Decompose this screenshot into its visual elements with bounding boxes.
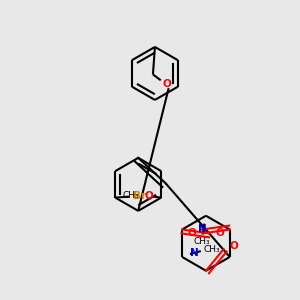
Text: CH₃: CH₃ — [204, 244, 220, 253]
Text: CH₃: CH₃ — [194, 237, 210, 246]
Text: CH₃: CH₃ — [123, 191, 140, 200]
Text: N: N — [198, 224, 206, 234]
Text: O: O — [230, 241, 238, 251]
Text: O: O — [145, 190, 153, 201]
Text: O: O — [162, 79, 171, 89]
Text: O: O — [215, 228, 224, 239]
Text: N: N — [190, 248, 199, 258]
Text: Br: Br — [133, 190, 146, 201]
Text: O: O — [188, 228, 196, 239]
